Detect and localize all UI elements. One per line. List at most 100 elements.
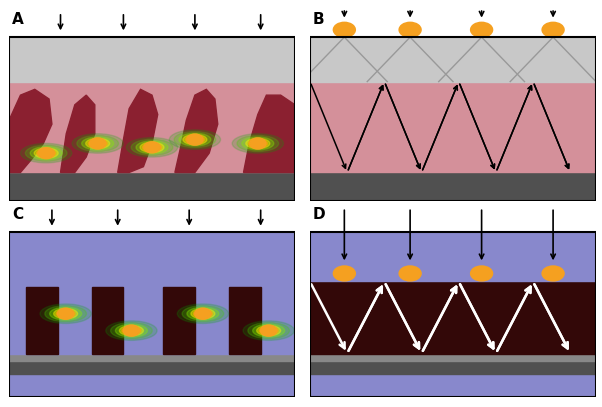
Ellipse shape: [49, 307, 82, 320]
Circle shape: [38, 148, 54, 159]
Ellipse shape: [237, 136, 279, 151]
Ellipse shape: [259, 326, 278, 335]
Ellipse shape: [179, 133, 211, 146]
Bar: [310, 37, 596, 81]
Bar: [310, 281, 596, 354]
Ellipse shape: [20, 143, 72, 163]
Ellipse shape: [40, 150, 52, 156]
Ellipse shape: [143, 143, 161, 152]
Circle shape: [334, 22, 355, 37]
Ellipse shape: [169, 130, 220, 149]
Ellipse shape: [136, 141, 168, 154]
Ellipse shape: [144, 144, 160, 151]
Bar: [9, 173, 295, 201]
Ellipse shape: [195, 310, 211, 317]
Ellipse shape: [253, 324, 285, 337]
Bar: [9, 354, 295, 361]
Ellipse shape: [246, 138, 270, 149]
Ellipse shape: [248, 139, 267, 148]
Ellipse shape: [185, 135, 205, 144]
Text: B: B: [313, 12, 324, 27]
Ellipse shape: [174, 131, 216, 148]
Ellipse shape: [54, 309, 78, 319]
Ellipse shape: [72, 134, 123, 153]
Bar: [310, 173, 596, 201]
Circle shape: [58, 308, 73, 319]
Ellipse shape: [262, 327, 275, 334]
Ellipse shape: [39, 149, 54, 157]
Ellipse shape: [193, 309, 213, 318]
Circle shape: [399, 22, 421, 37]
Circle shape: [250, 138, 266, 149]
Ellipse shape: [252, 140, 264, 147]
Ellipse shape: [191, 309, 215, 319]
Circle shape: [334, 266, 355, 281]
Ellipse shape: [183, 134, 207, 145]
Ellipse shape: [125, 327, 137, 334]
Ellipse shape: [250, 140, 265, 147]
Bar: [9, 361, 295, 374]
Bar: [9, 37, 295, 201]
Circle shape: [144, 142, 160, 153]
Polygon shape: [175, 90, 218, 173]
Ellipse shape: [146, 144, 158, 151]
Bar: [310, 354, 596, 361]
Circle shape: [399, 266, 421, 281]
Bar: [26, 287, 58, 354]
Bar: [9, 374, 295, 397]
Bar: [310, 37, 596, 201]
Ellipse shape: [34, 148, 58, 158]
Circle shape: [471, 22, 492, 37]
Ellipse shape: [177, 304, 229, 324]
Ellipse shape: [92, 140, 104, 147]
Ellipse shape: [232, 134, 284, 153]
Ellipse shape: [45, 306, 87, 322]
Ellipse shape: [82, 137, 114, 150]
Circle shape: [542, 22, 564, 37]
Bar: [229, 287, 261, 354]
Ellipse shape: [242, 137, 274, 150]
Circle shape: [90, 138, 106, 149]
Ellipse shape: [58, 310, 73, 317]
Ellipse shape: [111, 322, 152, 339]
Bar: [9, 232, 295, 397]
Bar: [9, 232, 295, 354]
Ellipse shape: [187, 307, 219, 320]
Ellipse shape: [77, 136, 119, 151]
Circle shape: [195, 308, 211, 319]
Ellipse shape: [124, 327, 139, 335]
Ellipse shape: [256, 326, 281, 336]
Ellipse shape: [88, 139, 107, 148]
Text: A: A: [12, 12, 23, 27]
Ellipse shape: [25, 145, 67, 161]
Text: C: C: [12, 208, 23, 222]
Ellipse shape: [119, 326, 143, 336]
Ellipse shape: [106, 321, 157, 340]
Ellipse shape: [182, 306, 224, 322]
Ellipse shape: [37, 149, 56, 158]
Circle shape: [187, 134, 203, 145]
Bar: [310, 232, 596, 281]
Bar: [310, 81, 596, 173]
Ellipse shape: [56, 309, 75, 318]
Ellipse shape: [60, 311, 72, 317]
Circle shape: [471, 266, 492, 281]
Circle shape: [261, 325, 277, 336]
Ellipse shape: [189, 136, 201, 143]
Ellipse shape: [126, 138, 178, 157]
Ellipse shape: [197, 311, 209, 317]
Bar: [310, 361, 596, 374]
Ellipse shape: [30, 147, 62, 160]
Ellipse shape: [90, 140, 105, 147]
Bar: [92, 287, 123, 354]
Polygon shape: [118, 90, 158, 173]
Bar: [9, 81, 295, 173]
Ellipse shape: [116, 324, 147, 337]
Polygon shape: [9, 90, 52, 173]
Circle shape: [542, 266, 564, 281]
Ellipse shape: [187, 136, 202, 143]
Bar: [164, 287, 195, 354]
Ellipse shape: [131, 139, 173, 155]
Ellipse shape: [243, 321, 294, 340]
Ellipse shape: [248, 322, 290, 339]
